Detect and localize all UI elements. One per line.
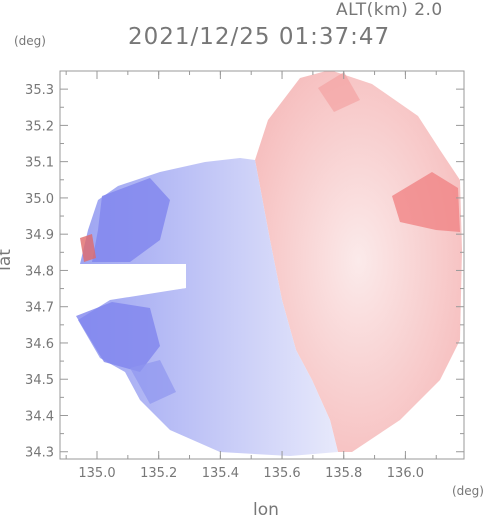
timestamp-title: 2021/12/25 01:37:47: [128, 24, 391, 50]
y-tick-label: 34.3: [25, 446, 54, 461]
x-tick-label: 135.0: [78, 466, 115, 481]
y-tick-label: 34.9: [25, 228, 54, 243]
plot-frame: [59, 70, 465, 460]
y-tick-label: 34.4: [25, 409, 54, 424]
y-tick-label: 35.2: [25, 119, 54, 134]
x-axis-ticks: 135.0 135.2 135.4 135.6 135.8 136.0: [65, 71, 437, 481]
x-tick-label: 135.4: [202, 466, 239, 481]
x-axis-unit: (deg): [452, 484, 484, 498]
strong-receding-cell: [392, 172, 460, 232]
strong-approaching-cell: [76, 302, 160, 372]
receding-echo-region: [255, 71, 462, 452]
x-tick-label: 135.2: [140, 466, 177, 481]
clutter-speckle: [80, 264, 186, 300]
y-tick-label: 35.3: [25, 83, 54, 98]
y-axis-ticks: 34.3 34.4 34.5 34.6 34.7 34.8 34.9 35.0 35.1 35.2…: [25, 83, 464, 461]
strong-approaching-cell: [130, 360, 176, 404]
x-tick-label: 135.6: [263, 466, 300, 481]
y-tick-label: 34.7: [25, 301, 54, 316]
y-axis-unit: (deg): [14, 34, 46, 48]
strong-approaching-cell: [92, 178, 170, 262]
x-tick-label: 135.8: [325, 466, 362, 481]
echo-field: [76, 71, 462, 456]
x-tick-label: 136.0: [387, 466, 424, 481]
y-tick-label: 35.0: [25, 192, 54, 207]
y-tick-label: 34.5: [25, 373, 54, 388]
y-tick-label: 35.1: [25, 156, 54, 171]
y-tick-label: 34.6: [25, 337, 54, 352]
altitude-label: ALT(km) 2.0: [336, 0, 443, 20]
x-axis-label: lon: [253, 500, 279, 520]
clutter-speckle: [80, 234, 96, 262]
y-tick-label: 34.8: [25, 264, 54, 279]
strong-receding-cell: [318, 72, 360, 112]
